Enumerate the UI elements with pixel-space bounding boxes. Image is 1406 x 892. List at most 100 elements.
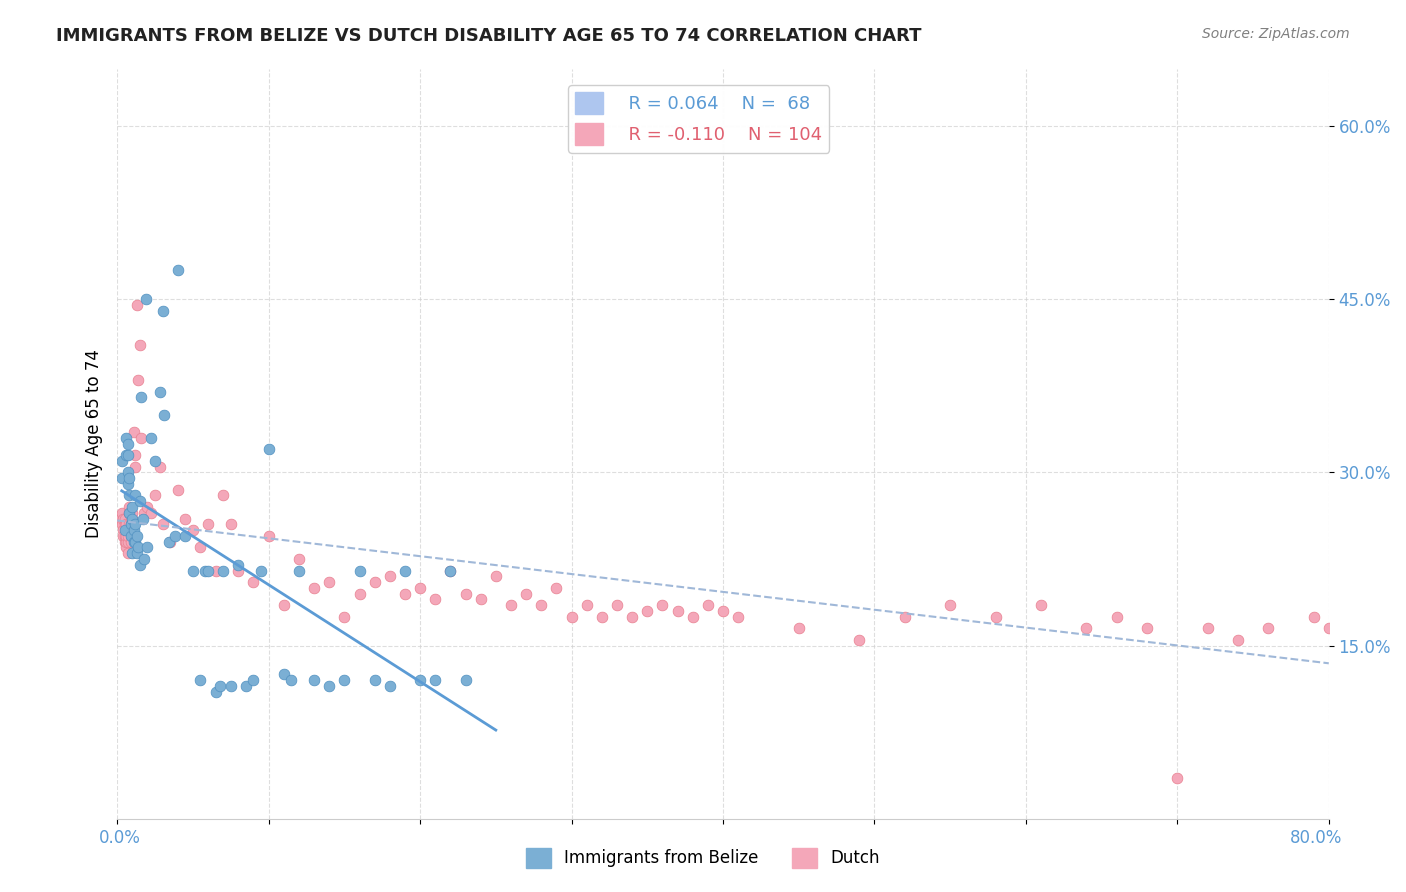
Point: [112, 523, 135, 537]
Point: [129, 338, 152, 352]
Point: [122, 425, 145, 439]
Point: [114, 523, 136, 537]
Point: [893, 609, 915, 624]
Point: [120, 517, 142, 532]
Point: [117, 523, 139, 537]
Point: [682, 609, 704, 624]
Point: [139, 506, 162, 520]
Point: [174, 529, 197, 543]
Point: [302, 673, 325, 687]
Point: [134, 552, 156, 566]
Point: [153, 408, 176, 422]
Point: [117, 529, 139, 543]
Point: [939, 598, 962, 612]
Point: [118, 500, 141, 514]
Point: [591, 609, 613, 624]
Point: [149, 384, 172, 399]
Point: [257, 529, 280, 543]
Point: [219, 679, 242, 693]
Point: [1378, 632, 1400, 647]
Point: [530, 598, 553, 612]
Point: [181, 564, 204, 578]
Point: [425, 673, 447, 687]
Point: [117, 466, 139, 480]
Point: [135, 293, 157, 307]
Text: Source: ZipAtlas.com: Source: ZipAtlas.com: [1202, 27, 1350, 41]
Point: [120, 523, 142, 537]
Point: [280, 673, 302, 687]
Point: [228, 564, 250, 578]
Point: [621, 609, 644, 624]
Point: [181, 523, 204, 537]
Point: [235, 679, 257, 693]
Point: [425, 592, 447, 607]
Point: [1317, 621, 1340, 635]
Point: [115, 517, 138, 532]
Point: [349, 586, 371, 600]
Point: [651, 598, 673, 612]
Point: [250, 564, 273, 578]
Point: [127, 541, 149, 555]
Point: [333, 609, 356, 624]
Point: [1136, 621, 1159, 635]
Point: [1226, 632, 1249, 647]
Point: [143, 488, 166, 502]
Point: [242, 673, 264, 687]
Point: [124, 517, 146, 532]
Point: [1362, 621, 1385, 635]
Point: [333, 673, 356, 687]
Point: [190, 673, 212, 687]
Point: [121, 517, 143, 532]
Point: [787, 621, 810, 635]
Point: [117, 436, 139, 450]
Point: [159, 534, 181, 549]
Point: [115, 541, 138, 555]
Point: [118, 506, 141, 520]
Point: [111, 454, 134, 468]
Point: [378, 569, 401, 583]
Point: [273, 667, 295, 681]
Text: 80.0%: 80.0%: [1291, 829, 1343, 847]
Point: [139, 431, 162, 445]
Point: [439, 564, 461, 578]
Point: [124, 459, 146, 474]
Point: [1257, 621, 1279, 635]
Point: [120, 534, 142, 549]
Point: [121, 529, 143, 543]
Point: [349, 564, 371, 578]
Point: [125, 529, 148, 543]
Point: [112, 511, 135, 525]
Point: [190, 541, 212, 555]
Point: [149, 459, 172, 474]
Point: [1029, 598, 1052, 612]
Point: [117, 534, 139, 549]
Point: [984, 609, 1007, 624]
Point: [114, 529, 136, 543]
Point: [363, 673, 385, 687]
Point: [302, 581, 325, 595]
Point: [131, 391, 153, 405]
Point: [115, 431, 138, 445]
Point: [117, 477, 139, 491]
Point: [132, 511, 155, 525]
Point: [114, 511, 136, 525]
Point: [204, 564, 226, 578]
Point: [127, 373, 149, 387]
Point: [197, 564, 219, 578]
Point: [204, 684, 226, 698]
Point: [121, 500, 143, 514]
Point: [166, 263, 188, 277]
Point: [157, 534, 180, 549]
Point: [273, 598, 295, 612]
Point: [124, 448, 146, 462]
Point: [212, 488, 235, 502]
Point: [125, 546, 148, 560]
Point: [470, 592, 492, 607]
Point: [546, 581, 568, 595]
Point: [242, 575, 264, 590]
Point: [318, 679, 340, 693]
Point: [120, 517, 142, 532]
Point: [636, 604, 658, 618]
Point: [394, 586, 416, 600]
Point: [122, 534, 145, 549]
